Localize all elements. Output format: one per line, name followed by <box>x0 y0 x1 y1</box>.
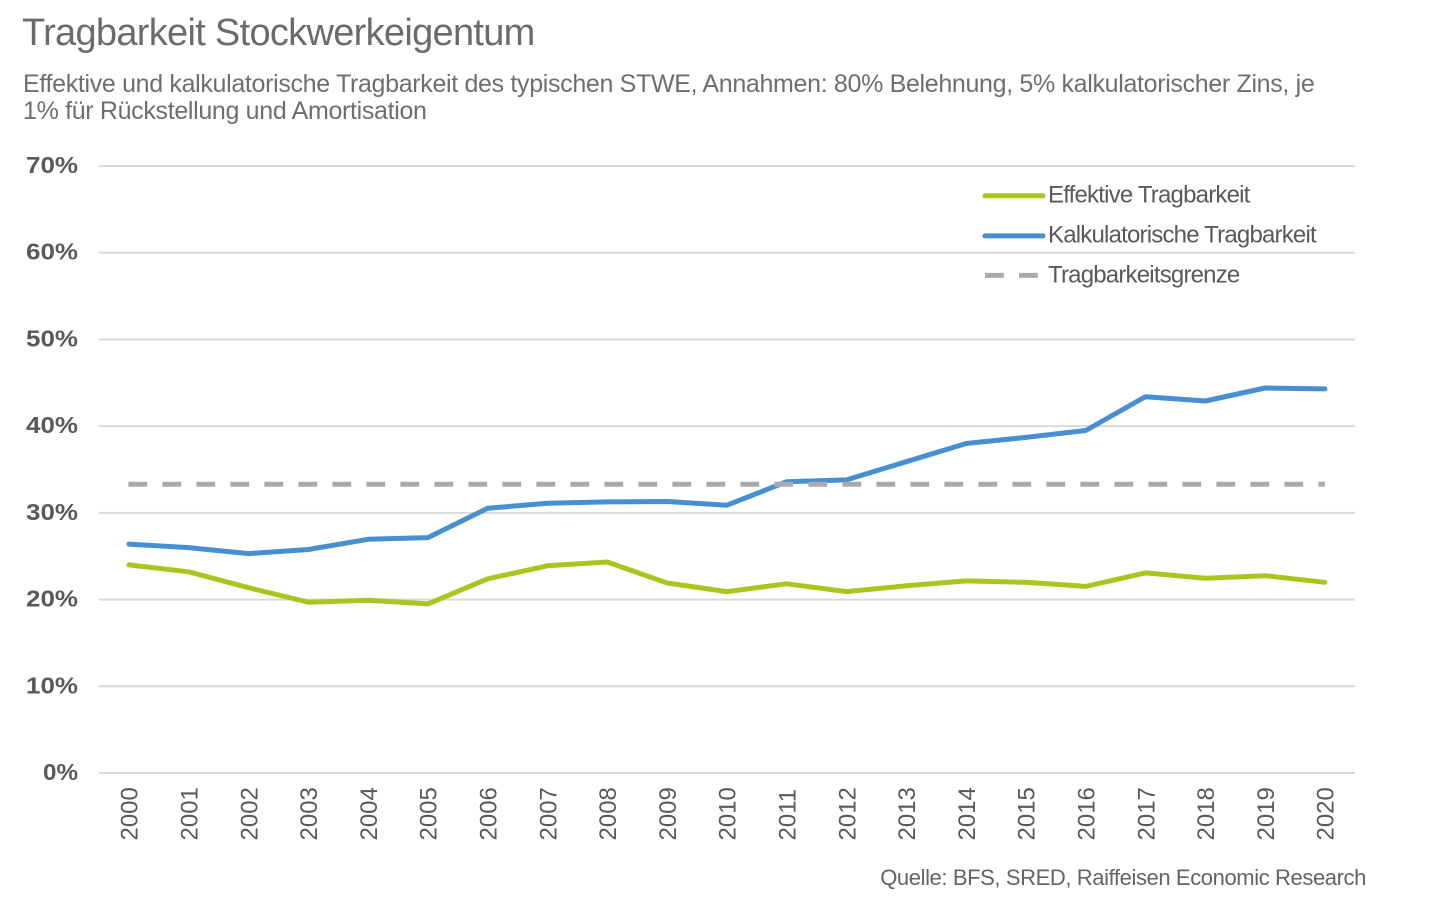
svg-text:60%: 60% <box>26 239 78 265</box>
svg-text:70%: 70% <box>26 152 78 178</box>
svg-text:2002: 2002 <box>236 787 263 840</box>
svg-text:Kalkulatorische Tragbarkeit: Kalkulatorische Tragbarkeit <box>1048 222 1317 249</box>
svg-text:2014: 2014 <box>954 787 981 840</box>
svg-text:30%: 30% <box>26 499 78 525</box>
svg-text:40%: 40% <box>26 412 78 438</box>
svg-text:10%: 10% <box>26 672 78 698</box>
svg-text:2020: 2020 <box>1313 787 1340 840</box>
svg-text:2008: 2008 <box>595 787 622 840</box>
svg-text:2010: 2010 <box>715 787 742 840</box>
svg-text:2009: 2009 <box>655 787 682 840</box>
svg-text:2003: 2003 <box>296 787 323 840</box>
svg-text:Tragbarkeitsgrenze: Tragbarkeitsgrenze <box>1048 261 1240 288</box>
svg-text:50%: 50% <box>26 325 78 351</box>
svg-text:2011: 2011 <box>775 789 802 841</box>
svg-text:2007: 2007 <box>535 787 562 840</box>
svg-text:2012: 2012 <box>834 787 861 840</box>
svg-text:Effektive Tragbarkeit: Effektive Tragbarkeit <box>1048 182 1251 209</box>
svg-text:20%: 20% <box>26 586 78 612</box>
svg-text:2019: 2019 <box>1253 787 1280 840</box>
svg-text:2015: 2015 <box>1014 787 1041 840</box>
svg-text:2004: 2004 <box>356 787 383 840</box>
svg-text:2005: 2005 <box>416 787 443 840</box>
svg-text:2001: 2001 <box>177 787 204 840</box>
svg-text:2013: 2013 <box>894 787 921 840</box>
svg-text:2016: 2016 <box>1074 787 1101 840</box>
svg-text:0%: 0% <box>43 759 78 785</box>
svg-text:2017: 2017 <box>1133 787 1160 840</box>
svg-text:2018: 2018 <box>1193 787 1220 840</box>
svg-text:2006: 2006 <box>476 787 503 840</box>
svg-text:2000: 2000 <box>117 787 144 840</box>
